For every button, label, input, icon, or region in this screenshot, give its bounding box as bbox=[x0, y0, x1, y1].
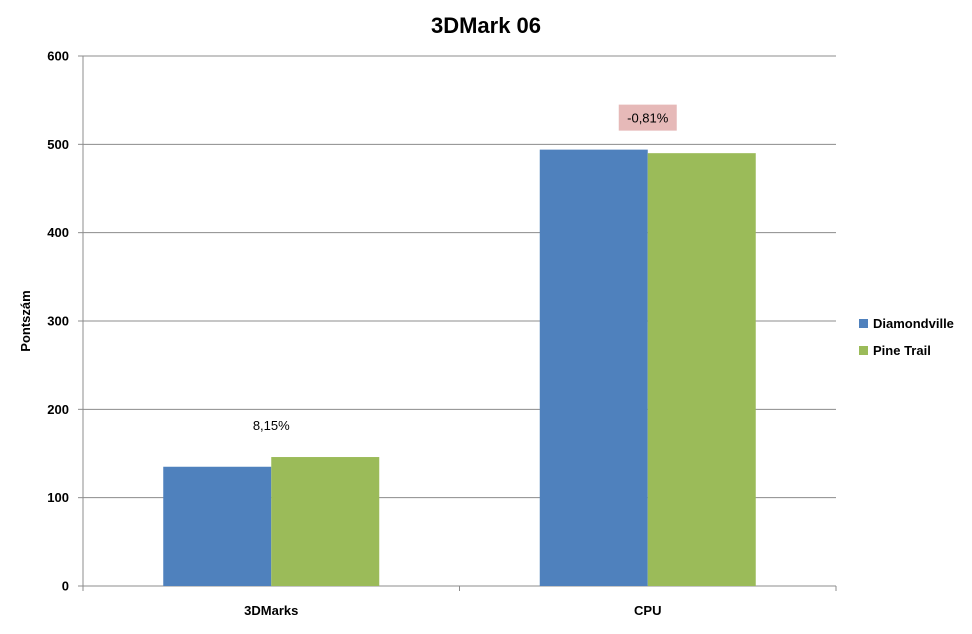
y-axis-label: Pontszám bbox=[18, 290, 33, 351]
x-tick-label: CPU bbox=[634, 603, 661, 618]
chart-title: 3DMark 06 bbox=[431, 13, 541, 38]
annotation-highlight bbox=[618, 104, 677, 131]
legend-label: Diamondville bbox=[873, 316, 954, 331]
y-tick-label: 500 bbox=[47, 137, 69, 152]
legend: Diamondville Pine Trail bbox=[859, 316, 954, 358]
legend-label: Pine Trail bbox=[873, 343, 931, 358]
bar-diamondville-3dmarks bbox=[163, 466, 272, 586]
annotations: 8,15% -0,81% bbox=[253, 104, 677, 433]
x-tick-label: 3DMarks bbox=[244, 603, 298, 618]
y-tick-label: 0 bbox=[62, 579, 69, 594]
y-tick-label: 300 bbox=[47, 314, 69, 329]
bar-diamondville-cpu bbox=[539, 149, 648, 586]
annotation-label: 8,15% bbox=[253, 418, 290, 433]
y-tick-label: 600 bbox=[47, 49, 69, 64]
x-ticks: 3DMarks CPU bbox=[82, 586, 837, 618]
bars bbox=[163, 149, 756, 586]
legend-swatch bbox=[859, 319, 868, 328]
y-ticks: 0 100 200 300 400 500 600 bbox=[47, 49, 83, 594]
bar-pine-trail-3dmarks bbox=[271, 457, 380, 586]
legend-swatch bbox=[859, 346, 868, 355]
y-tick-label: 200 bbox=[47, 402, 69, 417]
bar-pine-trail-cpu bbox=[647, 153, 756, 586]
y-tick-label: 100 bbox=[47, 490, 69, 505]
y-tick-label: 400 bbox=[47, 225, 69, 240]
annotation-label: -0,81% bbox=[627, 111, 669, 126]
